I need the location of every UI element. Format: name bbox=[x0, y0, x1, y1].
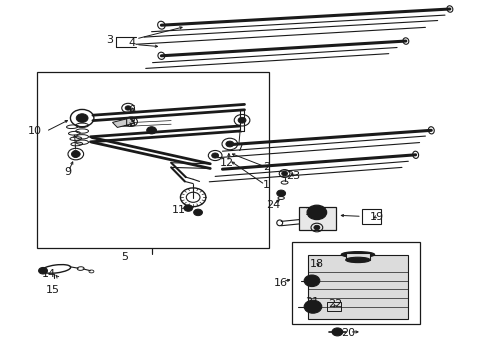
Circle shape bbox=[313, 225, 319, 230]
Circle shape bbox=[304, 275, 319, 287]
Ellipse shape bbox=[334, 330, 340, 334]
Circle shape bbox=[71, 151, 80, 157]
Circle shape bbox=[304, 300, 321, 313]
Circle shape bbox=[183, 205, 192, 211]
Ellipse shape bbox=[341, 252, 374, 257]
Text: 2: 2 bbox=[263, 162, 269, 172]
Text: 14: 14 bbox=[42, 269, 56, 279]
Text: 5: 5 bbox=[121, 252, 128, 262]
Polygon shape bbox=[112, 118, 134, 127]
Text: 3: 3 bbox=[106, 35, 113, 45]
Text: 15: 15 bbox=[46, 285, 60, 295]
Bar bbox=[361, 209, 381, 224]
Circle shape bbox=[306, 205, 326, 220]
Circle shape bbox=[146, 127, 156, 134]
Circle shape bbox=[193, 209, 202, 216]
Text: 7: 7 bbox=[236, 143, 243, 153]
Circle shape bbox=[76, 114, 88, 122]
Bar bbox=[37, 72, 268, 248]
Text: 24: 24 bbox=[265, 200, 280, 210]
Text: 22: 22 bbox=[327, 299, 342, 309]
Text: 16: 16 bbox=[274, 278, 287, 288]
Text: 12: 12 bbox=[220, 158, 234, 168]
Ellipse shape bbox=[39, 267, 47, 274]
Circle shape bbox=[311, 209, 321, 216]
Circle shape bbox=[225, 141, 233, 147]
Ellipse shape bbox=[345, 257, 369, 263]
Text: 9: 9 bbox=[64, 167, 71, 177]
Text: 23: 23 bbox=[286, 171, 300, 181]
Circle shape bbox=[238, 117, 245, 123]
Circle shape bbox=[281, 171, 287, 176]
Ellipse shape bbox=[331, 328, 342, 336]
Bar bbox=[292, 242, 419, 324]
Text: 18: 18 bbox=[309, 258, 323, 269]
Text: 13: 13 bbox=[122, 118, 136, 128]
Text: 17: 17 bbox=[305, 207, 318, 217]
Circle shape bbox=[211, 153, 218, 158]
Text: 19: 19 bbox=[369, 212, 383, 222]
Bar bbox=[299, 207, 335, 230]
Bar bbox=[307, 255, 407, 319]
Text: 4: 4 bbox=[128, 38, 135, 48]
Bar bbox=[326, 302, 341, 311]
Text: 21: 21 bbox=[305, 297, 318, 307]
Text: 10: 10 bbox=[28, 126, 42, 136]
Circle shape bbox=[128, 120, 134, 124]
Text: 11: 11 bbox=[171, 204, 185, 215]
Text: 1: 1 bbox=[263, 180, 269, 190]
Text: 20: 20 bbox=[341, 328, 354, 338]
Text: 8: 8 bbox=[71, 150, 78, 160]
Circle shape bbox=[276, 190, 285, 197]
Bar bbox=[346, 253, 369, 260]
Text: 6: 6 bbox=[128, 105, 135, 115]
Circle shape bbox=[125, 106, 131, 110]
